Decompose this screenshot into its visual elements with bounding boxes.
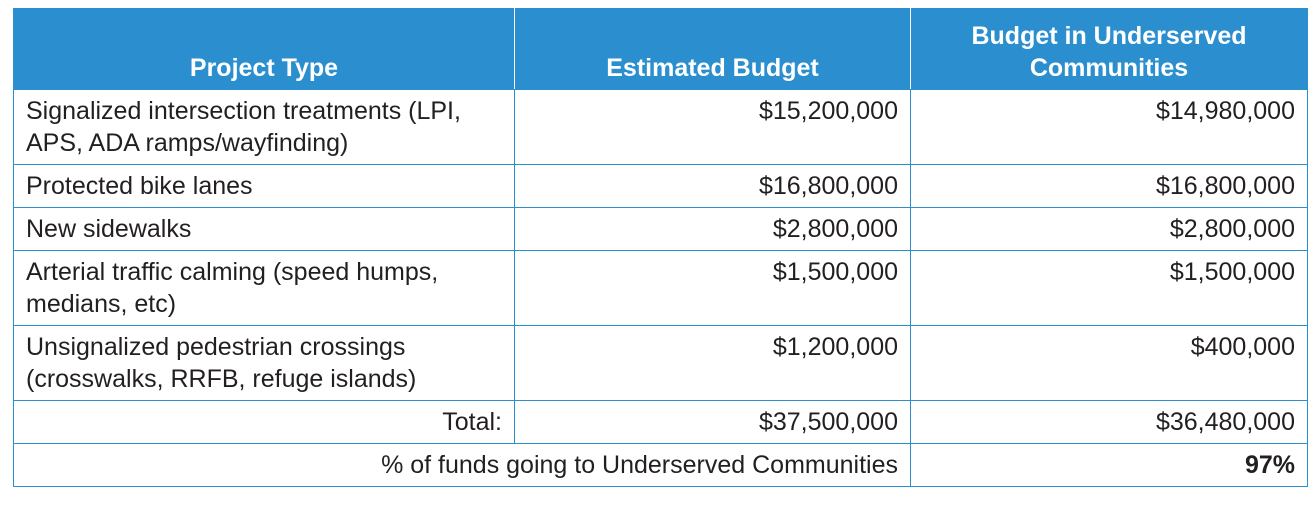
project-type-cell: Signalized intersection treatments (LPI,…	[13, 89, 515, 165]
budget-cell: $14,980,000	[910, 89, 1308, 165]
budget-cell: $2,800,000	[910, 207, 1308, 251]
total-value: $37,500,000	[514, 400, 911, 444]
table-row: Arterial traffic calming (speed humps, m…	[13, 250, 1308, 326]
column-header: Budget in Underserved Communities	[910, 8, 1308, 90]
table-body: Signalized intersection treatments (LPI,…	[13, 89, 1308, 487]
header-row: Project Type Estimated Budget Budget in Un…	[13, 8, 1308, 90]
table-row: Unsignalized pedestrian crossings (cross…	[13, 325, 1308, 401]
budget-cell: $1,500,000	[514, 250, 911, 326]
summary-label: % of funds going to Underserved Communit…	[13, 443, 911, 487]
project-type-cell: New sidewalks	[13, 207, 515, 251]
budget-table: Project Type Estimated Budget Budget in Un…	[13, 8, 1308, 487]
table-row: Signalized intersection treatments (LPI,…	[13, 89, 1308, 165]
total-value: $36,480,000	[910, 400, 1308, 444]
budget-cell: $2,800,000	[514, 207, 911, 251]
project-type-cell: Protected bike lanes	[13, 164, 515, 208]
table-row: New sidewalks $2,800,000 $2,800,000	[13, 207, 1308, 251]
budget-cell: $16,800,000	[514, 164, 911, 208]
budget-cell: $1,200,000	[514, 325, 911, 401]
project-type-cell: Unsignalized pedestrian crossings (cross…	[13, 325, 515, 401]
column-header: Estimated Budget	[514, 8, 911, 90]
budget-cell: $15,200,000	[514, 89, 911, 165]
budget-cell: $1,500,000	[910, 250, 1308, 326]
budget-cell: $16,800,000	[910, 164, 1308, 208]
column-header: Project Type	[13, 8, 515, 90]
summary-row: % of funds going to Underserved Communit…	[13, 443, 1308, 487]
total-label: Total:	[13, 400, 515, 444]
budget-cell: $400,000	[910, 325, 1308, 401]
table-row: Protected bike lanes $16,800,000 $16,800,0…	[13, 164, 1308, 208]
summary-value: 97%	[910, 443, 1308, 487]
total-row: Total: $37,500,000 $36,480,000	[13, 400, 1308, 444]
project-type-cell: Arterial traffic calming (speed humps, m…	[13, 250, 515, 326]
